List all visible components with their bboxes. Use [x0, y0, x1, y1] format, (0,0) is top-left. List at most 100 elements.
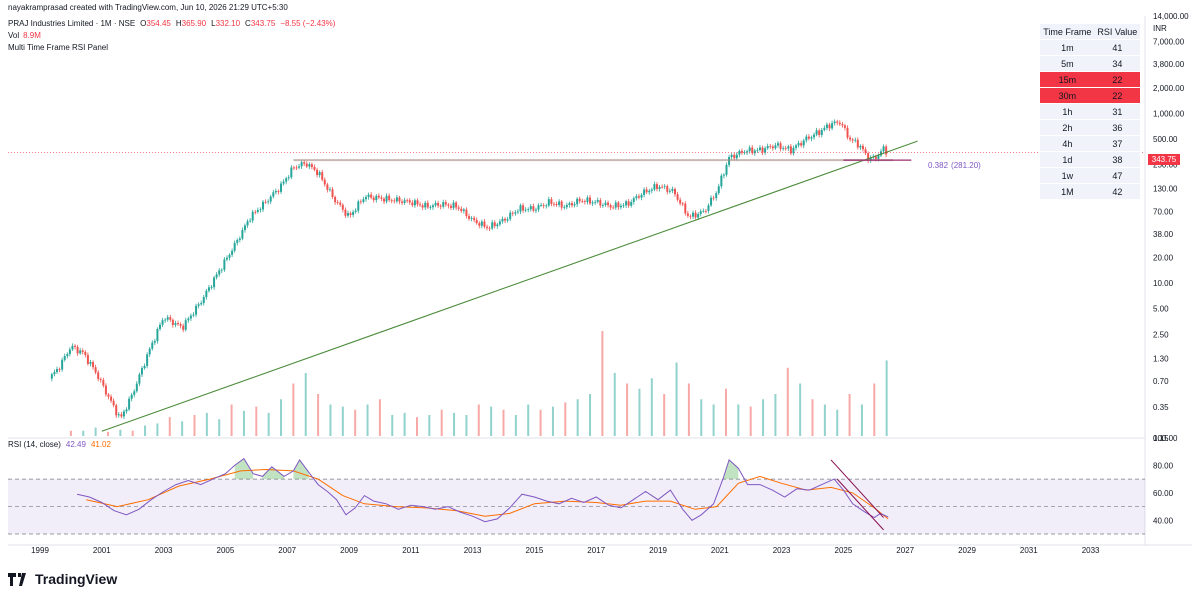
candle-body — [223, 259, 226, 270]
volume-bar — [663, 394, 666, 436]
volume-bar — [724, 388, 727, 436]
candle-body — [225, 257, 228, 260]
candle-body — [838, 122, 841, 125]
candle-body — [249, 220, 252, 222]
rsi-tick-label: 40.00 — [1153, 516, 1174, 525]
tradingview-brand[interactable]: TradingView — [8, 571, 117, 587]
volume-bar — [700, 399, 703, 436]
candle-body — [346, 213, 349, 216]
candle-body — [146, 354, 149, 367]
candle-body — [828, 124, 831, 129]
rsi-table-timeframe: 1h — [1040, 103, 1095, 120]
volume-bar — [749, 406, 752, 436]
candle-body — [470, 217, 473, 219]
indicator-legend[interactable]: Multi Time Frame RSI Panel — [8, 43, 109, 52]
candle-body — [475, 219, 478, 224]
candle-body — [272, 192, 275, 197]
rsi-overbought-fill — [234, 458, 254, 480]
candle-body — [280, 183, 283, 192]
candle-body — [349, 213, 352, 215]
volume-bar — [613, 373, 616, 436]
candle-body — [519, 205, 522, 212]
candle-body — [81, 350, 84, 353]
candle-body — [256, 210, 259, 212]
symbol-name[interactable]: PRAJ Industries Limited · 1M · NSE — [8, 19, 136, 28]
rsi-table-timeframe: 1d — [1040, 151, 1095, 168]
candle-body — [864, 149, 867, 154]
candle-body — [733, 154, 736, 159]
candle-body — [313, 166, 316, 170]
price-tick-label: 5.00 — [1153, 305, 1169, 314]
candle-body — [740, 150, 743, 153]
candle-body — [764, 148, 767, 153]
candle-body — [68, 349, 71, 355]
rsi-table-timeframe: 1M — [1040, 183, 1095, 199]
rsi-table-timeframe: 5m — [1040, 55, 1095, 72]
candle-body — [547, 199, 550, 206]
candle-body — [877, 155, 880, 159]
candle-body — [699, 211, 702, 214]
volume-bar — [601, 331, 604, 436]
rsi-table-row: 1M 42 — [1040, 183, 1140, 199]
candle-body — [94, 367, 97, 373]
rsi-table-row: 1m 41 — [1040, 39, 1140, 56]
candle-body — [514, 212, 517, 214]
candle-body — [583, 201, 586, 203]
rsi-table-row: 4h 37 — [1040, 135, 1140, 152]
candle-body — [55, 369, 58, 373]
candle-body — [666, 186, 669, 192]
candle-body — [558, 201, 561, 206]
volume-legend[interactable]: Vol 8.9M — [8, 31, 41, 40]
rsi-tick-label: 60.00 — [1153, 489, 1174, 498]
volume-bar — [799, 383, 802, 436]
tradingview-logo-icon — [8, 572, 26, 586]
candle-body — [251, 211, 254, 221]
rsi-ma-legend-value: 41.02 — [90, 440, 111, 449]
candle-body — [789, 146, 792, 154]
candle-body — [673, 188, 676, 195]
candle-body — [267, 201, 270, 203]
candle-body — [637, 196, 640, 198]
rsi-table-timeframe: 2h — [1040, 119, 1095, 136]
candle-body — [488, 227, 491, 229]
candle-body — [303, 162, 306, 164]
rsi-table-value: 47 — [1094, 167, 1140, 184]
candle-body — [200, 303, 203, 305]
rsi-line — [76, 457, 889, 523]
candle-body — [854, 139, 857, 141]
candle-body — [442, 202, 445, 207]
candle-body — [614, 202, 617, 208]
candle-body — [133, 391, 136, 395]
rsi-table-value: 38 — [1094, 151, 1140, 168]
volume-bar — [304, 373, 307, 436]
rsi-table-row: 15m 22 — [1040, 71, 1140, 88]
candle-body — [449, 205, 452, 208]
time-tick-label: 2013 — [464, 546, 482, 555]
candle-body — [501, 218, 504, 222]
candle-body — [648, 190, 651, 193]
last-price-tag: 343.75 — [1148, 154, 1180, 165]
rsi-table-timeframe: 30m — [1040, 87, 1095, 104]
candle-body — [802, 140, 805, 146]
volume-bar — [650, 378, 653, 436]
candle-body — [434, 202, 437, 206]
candle-body — [776, 143, 779, 146]
author-line: nayakramprasad created with TradingView.… — [8, 3, 288, 12]
rsi-table-value: 22 — [1094, 71, 1140, 88]
candle-body — [76, 346, 79, 354]
candle-body — [859, 145, 862, 148]
candle-body — [444, 202, 447, 205]
rsi-legend[interactable]: RSI (14, close) 42.49 41.02 — [8, 440, 111, 449]
candle-body — [467, 216, 470, 219]
candle-body — [362, 199, 365, 202]
volume-bar — [218, 419, 221, 436]
candle-body — [352, 211, 355, 215]
volume-bar — [156, 423, 159, 436]
ohlc-high: H365.90 — [175, 19, 207, 28]
price-tick-label: 20.00 — [1153, 254, 1174, 263]
candle-body — [79, 350, 82, 354]
rsi-table-timeframe: 1w — [1040, 167, 1095, 184]
candle-body — [457, 207, 460, 209]
rsi-table-timeframe: 1m — [1040, 39, 1095, 56]
